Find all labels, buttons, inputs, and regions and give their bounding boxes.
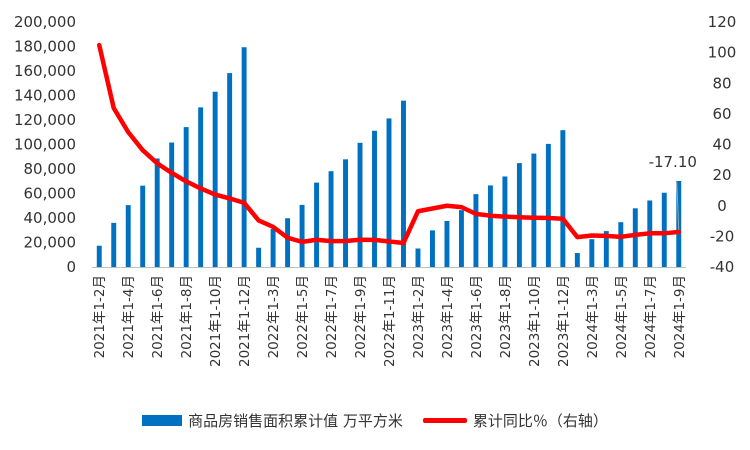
x-tick-label: 2021年1-4月 (121, 275, 137, 358)
annotation: -17.10 (649, 153, 697, 230)
bar (603, 231, 609, 267)
y-right-tick-label: 0 (717, 197, 727, 215)
y-left-tick-label: 60,000 (24, 185, 77, 203)
bar (314, 182, 320, 267)
legend-swatch-bars (142, 414, 183, 426)
y-right-tick-label: 100 (708, 44, 737, 62)
legend-item-line: 累计同比％（右轴） (422, 410, 608, 431)
bar (285, 218, 291, 267)
legend-label-line: 累计同比％（右轴） (472, 411, 608, 430)
x-tick-label: 2021年1-2月 (92, 275, 108, 358)
legend: 商品房销售面积累计值 万平方米 累计同比％（右轴） (0, 408, 750, 432)
bar (545, 143, 551, 267)
bar (618, 222, 624, 267)
x-tick-label: 2024年1-7月 (643, 275, 659, 358)
x-tick-label: 2022年1-9月 (353, 275, 369, 358)
bar (169, 142, 175, 267)
y-right-tick-label: 120 (708, 13, 737, 31)
x-tick-label: 2022年1-5月 (295, 275, 311, 358)
y-left-tick-label: 140,000 (14, 87, 76, 105)
x-tick-label: 2023年1-12月 (556, 275, 572, 367)
chart: 0 20,000 40,000 60,000 80,000 100,000 120,000 1… (14, 13, 737, 367)
y-left-tick-label: 0 (66, 258, 76, 276)
x-tick-label: 2021年1-10月 (208, 275, 224, 367)
y-right-tick-label: 80 (712, 74, 731, 92)
y-right-tick-label: 60 (712, 105, 731, 123)
bar (372, 130, 377, 267)
x-tick-label: 2022年1-7月 (324, 275, 340, 358)
bar (125, 205, 131, 267)
legend-item-bars: 商品房销售面积累计值 万平方米 (142, 410, 403, 431)
bar (458, 210, 464, 267)
bar (140, 185, 146, 267)
x-tick-label: 2022年1-11月 (382, 275, 398, 367)
y-axis-left: 0 20,000 40,000 60,000 80,000 100,000 120,000 1… (14, 13, 76, 276)
line-series (96, 42, 682, 246)
bar (487, 185, 493, 267)
y-left-tick-label: 200,000 (14, 13, 76, 31)
bar (401, 100, 406, 268)
x-tick-label: 2023年1-2月 (411, 275, 427, 358)
bar (502, 176, 508, 267)
legend-swatch-line (422, 417, 467, 423)
x-tick-label: 2023年1-8月 (498, 275, 514, 358)
y-right-tick-label: -40 (710, 258, 735, 276)
y-left-tick-label: 20,000 (24, 234, 77, 252)
x-tick-label: 2021年1-12月 (237, 275, 253, 367)
bar (632, 208, 638, 267)
bar (241, 47, 247, 267)
bar (560, 130, 566, 267)
bar (270, 229, 276, 267)
y-left-tick-label: 120,000 (14, 111, 76, 129)
bar (96, 245, 102, 267)
x-tick-label: 2021年1-8月 (179, 275, 195, 358)
x-tick-label: 2024年1-9月 (672, 275, 688, 358)
x-tick-label: 2024年1-5月 (614, 275, 630, 358)
bar (357, 142, 363, 267)
annotation-label: -17.10 (649, 153, 697, 171)
bar (256, 247, 262, 267)
y-left-tick-label: 40,000 (24, 209, 77, 227)
bar (386, 118, 392, 267)
y-left-tick-label: 100,000 (14, 136, 76, 154)
x-tick-label: 2023年1-6月 (469, 275, 485, 358)
bar (212, 91, 218, 267)
y-left-tick-label: 180,000 (14, 38, 76, 56)
x-tick-label: 2023年1-4月 (440, 275, 456, 358)
bar (444, 220, 450, 267)
y-left-tick-label: 80,000 (24, 160, 77, 178)
bar (183, 127, 189, 267)
x-tick-label: 2022年1-3月 (266, 275, 282, 358)
x-tick-label: 2021年1-6月 (150, 275, 166, 358)
y-right-tick-label: -20 (710, 227, 735, 245)
bar (227, 73, 233, 268)
x-tick-label: 2024年1-3月 (585, 275, 601, 358)
y-right-tick-label: 20 (712, 166, 731, 184)
bar (154, 158, 160, 267)
legend-label-bars: 商品房销售面积累计值 万平方米 (188, 411, 403, 430)
y-right-tick-label: 40 (712, 136, 731, 154)
bar (299, 204, 305, 267)
y-axis-right: -40 -20 0 20 40 60 80 100 120 (708, 13, 737, 276)
bar (661, 192, 667, 267)
bar (430, 230, 435, 267)
x-tick-label: 2023年1-10月 (527, 275, 543, 367)
bar (343, 159, 348, 267)
bar (531, 153, 537, 267)
bar (415, 248, 421, 267)
bar (589, 239, 595, 267)
bar (111, 222, 117, 267)
bar (328, 171, 334, 267)
x-axis: 2021年1-2月 2021年1-4月 2021年1-6月 2021年1-8月 2021… (92, 275, 688, 367)
bar (574, 253, 580, 267)
bar (473, 194, 479, 267)
y-left-tick-label: 160,000 (14, 62, 76, 80)
annotation-leader (676, 181, 680, 230)
